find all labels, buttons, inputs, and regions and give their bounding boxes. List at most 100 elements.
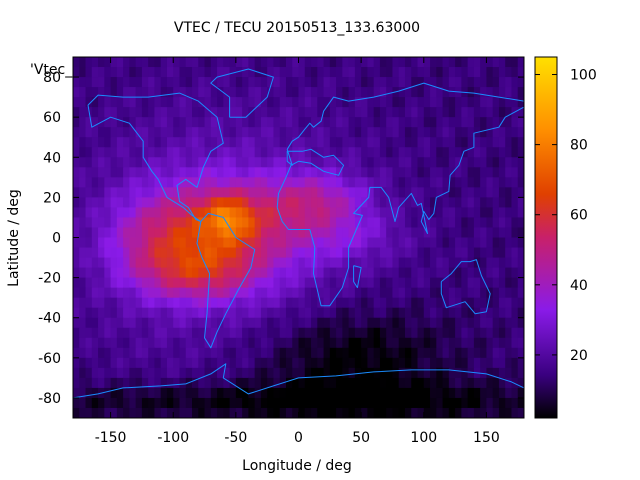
heat-cell bbox=[517, 117, 524, 128]
heat-cell bbox=[311, 197, 318, 209]
heat-cell bbox=[486, 207, 494, 219]
heat-cell bbox=[311, 297, 318, 309]
heat-cell bbox=[505, 277, 513, 289]
heat-cell bbox=[91, 347, 99, 359]
heat-cell bbox=[342, 157, 350, 168]
heat-cell bbox=[73, 87, 80, 98]
heat-cell bbox=[517, 227, 524, 239]
heat-cell bbox=[260, 147, 268, 158]
heat-cell bbox=[248, 237, 256, 249]
heat-cell bbox=[73, 337, 80, 349]
heat-cell bbox=[135, 317, 143, 329]
heat-cell bbox=[311, 127, 318, 138]
heat-cell bbox=[254, 217, 262, 229]
heat-cell bbox=[104, 67, 112, 78]
heat-cell bbox=[73, 207, 80, 219]
heat-cell bbox=[517, 367, 524, 379]
heat-cell bbox=[185, 267, 193, 279]
heat-cell bbox=[273, 257, 281, 269]
heat-cell bbox=[267, 297, 275, 309]
heat-cell bbox=[210, 67, 218, 78]
heat-cell bbox=[423, 127, 431, 138]
heat-cell bbox=[223, 77, 231, 88]
heat-cell bbox=[235, 217, 243, 229]
heat-cell bbox=[486, 97, 494, 108]
heat-cell bbox=[336, 107, 343, 118]
heat-cell bbox=[386, 387, 394, 399]
heat-cell bbox=[298, 67, 306, 78]
heat-cell bbox=[229, 377, 237, 389]
heat-cell bbox=[336, 117, 343, 128]
heat-cell bbox=[517, 327, 524, 339]
heat-cell bbox=[204, 247, 212, 259]
heat-cell bbox=[104, 407, 112, 418]
heat-cell bbox=[411, 207, 419, 219]
heat-cell bbox=[166, 397, 174, 409]
heat-cell bbox=[242, 97, 249, 108]
heat-cell bbox=[79, 187, 87, 198]
heat-cell bbox=[123, 357, 130, 369]
heat-cell bbox=[304, 397, 312, 409]
heat-cell bbox=[254, 177, 262, 188]
heat-cell bbox=[417, 187, 425, 198]
heat-cell bbox=[260, 267, 268, 279]
heat-cell bbox=[317, 317, 325, 329]
heat-cell bbox=[91, 317, 99, 329]
heat-cell bbox=[442, 207, 450, 219]
heat-cell bbox=[417, 147, 425, 158]
heat-cell bbox=[323, 267, 331, 279]
heat-cell bbox=[317, 267, 325, 279]
heat-cell bbox=[160, 77, 168, 88]
heat-cell bbox=[85, 197, 93, 209]
heat-cell bbox=[210, 177, 218, 188]
heat-cell bbox=[73, 157, 80, 168]
heat-cell bbox=[79, 77, 87, 88]
heat-cell bbox=[448, 317, 456, 329]
heat-cell bbox=[505, 237, 513, 249]
heat-cell bbox=[141, 137, 149, 148]
heat-cell bbox=[304, 117, 312, 128]
heat-cell bbox=[298, 117, 306, 128]
heat-cell bbox=[160, 67, 168, 78]
heat-cell bbox=[98, 167, 105, 178]
heat-cell bbox=[260, 67, 268, 78]
heat-cell bbox=[98, 347, 105, 359]
heat-cell bbox=[442, 157, 450, 168]
heat-cell bbox=[129, 167, 137, 178]
heat-cell bbox=[348, 207, 356, 219]
heat-cell bbox=[442, 147, 450, 158]
heat-cell bbox=[204, 77, 212, 88]
heat-cell bbox=[98, 147, 105, 158]
heat-cell bbox=[436, 257, 444, 269]
heat-cell bbox=[354, 117, 362, 128]
heat-cell bbox=[392, 377, 400, 389]
heat-cell bbox=[367, 247, 375, 259]
colorbar-tick-label: 40 bbox=[570, 278, 588, 294]
heat-cell bbox=[248, 407, 256, 418]
heat-cell bbox=[336, 97, 343, 108]
heat-cell bbox=[448, 107, 456, 118]
heat-cell bbox=[323, 307, 331, 319]
heat-cell bbox=[173, 387, 181, 399]
heat-cell bbox=[423, 257, 431, 269]
heat-cell bbox=[217, 407, 224, 418]
heat-cell bbox=[79, 247, 87, 259]
heat-cell bbox=[116, 197, 124, 209]
heat-cell bbox=[361, 197, 368, 209]
heat-cell bbox=[104, 157, 112, 168]
key-label: 'Vtec_ bbox=[30, 62, 73, 78]
heat-cell bbox=[110, 107, 118, 118]
heat-cell bbox=[448, 257, 456, 269]
heat-cell bbox=[304, 187, 312, 198]
heat-cell bbox=[304, 227, 312, 239]
heat-cell bbox=[192, 317, 199, 329]
heat-cell bbox=[480, 297, 488, 309]
heat-cell bbox=[279, 147, 287, 158]
heat-cell bbox=[436, 387, 444, 399]
heat-cell bbox=[116, 57, 124, 68]
heat-cell bbox=[98, 407, 105, 418]
heat-cell bbox=[342, 227, 350, 239]
heat-cell bbox=[110, 377, 118, 389]
heat-cell bbox=[367, 227, 375, 239]
heat-cell bbox=[367, 177, 375, 188]
